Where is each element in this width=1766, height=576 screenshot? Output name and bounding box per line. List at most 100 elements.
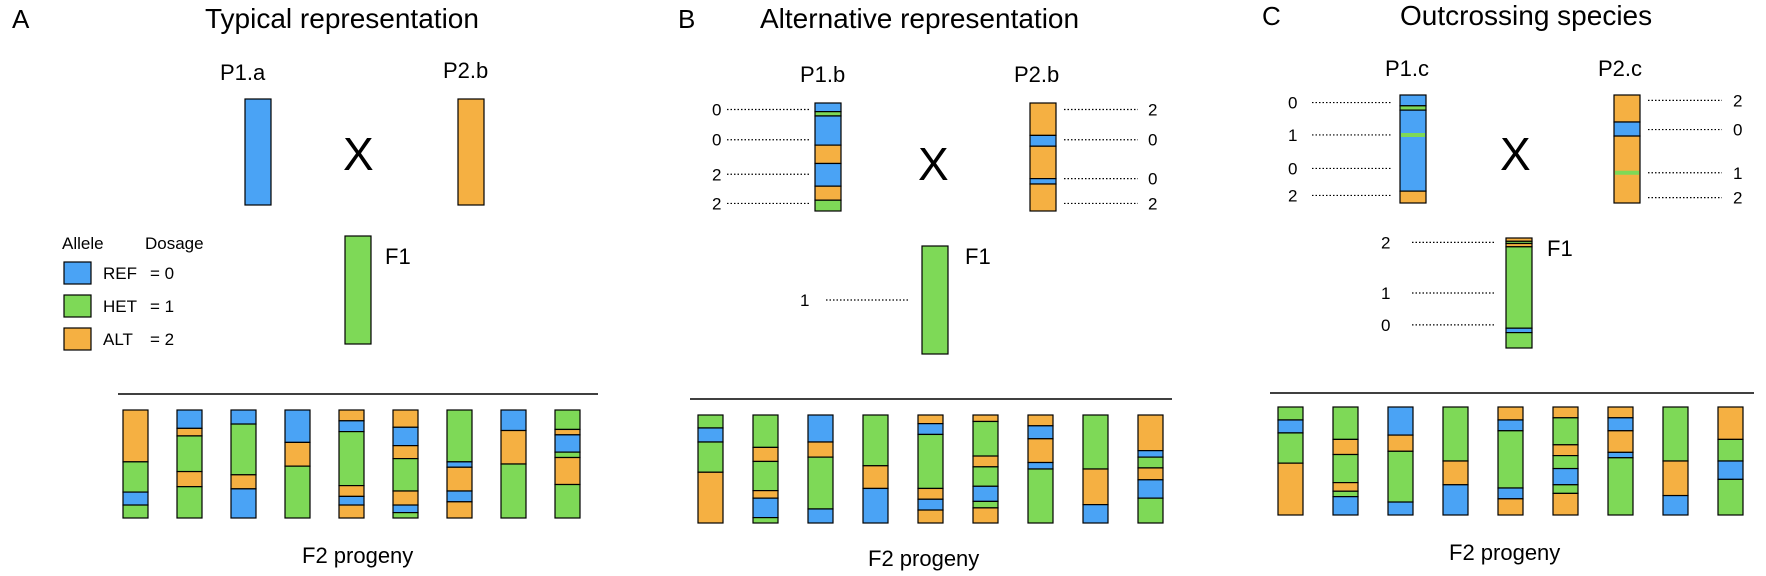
f2-chromosome-5-segment-alt xyxy=(1497,406,1524,421)
panel-b-f2-chromosome-9 xyxy=(1137,414,1164,524)
panel-c-parent1-chromosome-segment-ref xyxy=(1399,109,1427,192)
panel-c-f2-chromosome-2 xyxy=(1332,406,1359,516)
legend-alt-swatch xyxy=(63,327,92,351)
f2-chromosome-1-segment-alt xyxy=(697,471,724,524)
f2-chromosome-9-segment-het xyxy=(1137,497,1164,524)
panel-a-f2-chromosome-7 xyxy=(446,409,473,519)
f2-chromosome-7-segment-ref xyxy=(1027,461,1054,470)
f2-chromosome-6-segment-alt xyxy=(392,409,419,428)
f2-chromosome-8-segment-alt xyxy=(1082,468,1109,506)
panel-c-f1-chromosome-segment-het xyxy=(1505,332,1533,349)
f2-chromosome-2-segment-ref xyxy=(752,497,779,519)
f2-chromosome-5-segment-alt xyxy=(338,504,365,519)
panel-c-f2-chromosome-6 xyxy=(1552,406,1579,516)
f2-chromosome-6-segment-alt xyxy=(392,490,419,506)
panel-b-parent2-label: P2.b xyxy=(1014,62,1059,87)
panel-c-parent2-chromosome-dosage-value: 1 xyxy=(1733,164,1742,183)
panel-b-parent2-chromosome-dosage-value: 0 xyxy=(1148,131,1157,150)
f2-chromosome-6-segment-alt xyxy=(1552,444,1579,457)
panel-b-parent2-chromosome-segment-alt xyxy=(1029,102,1057,137)
f2-chromosome-9-segment-het xyxy=(1717,478,1744,516)
panel-c-parent1-chromosome-dosage-value: 2 xyxy=(1288,186,1297,205)
f2-chromosome-6-segment-ref xyxy=(1552,467,1579,486)
f2-chromosome-2-segment-het xyxy=(176,486,203,519)
f2-chromosome-7-segment-ref xyxy=(446,461,473,468)
f2-chromosome-1-segment-het xyxy=(122,504,149,519)
f2-chromosome-5-segment-alt xyxy=(917,414,944,425)
legend-het-label: HET xyxy=(103,297,137,316)
f2-chromosome-2-segment-het xyxy=(752,414,779,449)
panel-b-f2-chromosome-5 xyxy=(917,414,944,524)
panel-b-f2-chromosome-3 xyxy=(807,414,834,524)
f2-chromosome-5-segment-het xyxy=(917,433,944,490)
allele-legend: Allele Dosage REF = 0 HET = 1 ALT = 2 xyxy=(62,234,204,351)
panel-b-f2-chromosome-6 xyxy=(972,414,999,524)
panel-c-cross-symbol: X xyxy=(1500,128,1531,180)
f2-chromosome-1-segment-het xyxy=(1277,406,1304,421)
panel-b-f2-chromosome-4 xyxy=(862,414,889,524)
legend-het-dosage: = 1 xyxy=(150,297,174,316)
f2-chromosome-2-segment-het xyxy=(752,516,779,524)
f2-chromosome-2-segment-het xyxy=(1332,453,1359,484)
panel-b-parent2-chromosome-segment-ref xyxy=(1029,134,1057,147)
panel-b-parent1-chromosome-segment-het xyxy=(814,199,842,212)
panel-c-f1-chromosome: 2 1 0 xyxy=(1381,233,1533,349)
panel-c-f1-chromosome-segment-ref xyxy=(1505,327,1533,334)
f2-chromosome-3-segment-ref xyxy=(807,508,834,524)
panel-c-parent2-chromosome-dosage-value: 2 xyxy=(1733,91,1742,110)
panel-a-f1-label: F1 xyxy=(385,244,411,269)
panel-c-f2-chromosome-9 xyxy=(1717,406,1744,516)
f2-chromosome-4-segment-het xyxy=(862,414,889,467)
legend-ref-dosage: = 0 xyxy=(150,264,174,283)
f2-chromosome-3-segment-alt xyxy=(807,441,834,458)
panel-c-f2-chromosome-3 xyxy=(1387,406,1414,516)
panel-c-parent2-label: P2.c xyxy=(1598,56,1642,81)
legend-dosage-header: Dosage xyxy=(145,234,204,253)
legend-ref-swatch xyxy=(63,261,92,285)
panel-b-f2-chromosome-8 xyxy=(1082,414,1109,524)
f2-chromosome-6-segment-het xyxy=(972,420,999,457)
f2-chromosome-9-segment-alt xyxy=(1137,467,1164,481)
f2-chromosome-8-segment-alt xyxy=(500,429,527,465)
f2-chromosome-6-segment-het xyxy=(1552,455,1579,470)
panel-a-title: Typical representation xyxy=(205,3,479,34)
panel-b-f2-chromosome-7 xyxy=(1027,414,1054,524)
panel-b-f1-label: F1 xyxy=(965,244,991,269)
f2-chromosome-6-segment-alt xyxy=(972,507,999,524)
f2-chromosome-3-segment-het xyxy=(1387,450,1414,503)
panel-a-f2-chromosome-4 xyxy=(284,409,311,519)
panel-c-parent2-chromosome-dosage-value: 0 xyxy=(1733,121,1742,140)
f2-chromosome-9-segment-ref xyxy=(1717,460,1744,480)
f2-chromosome-3-segment-ref xyxy=(230,409,257,425)
f2-chromosome-4-segment-het xyxy=(284,465,311,519)
f2-chromosome-4-segment-het xyxy=(1442,406,1469,462)
panel-b-title: Alternative representation xyxy=(760,3,1079,34)
f2-chromosome-2-segment-alt xyxy=(176,427,203,437)
f2-chromosome-4-segment-alt xyxy=(1442,460,1469,486)
f2-chromosome-9-segment-het xyxy=(1717,438,1744,462)
f2-chromosome-1-segment-het xyxy=(697,414,724,429)
panel-c-f1-chromosome-dosage-value: 1 xyxy=(1381,284,1390,303)
f2-chromosome-9-segment-het xyxy=(1137,456,1164,469)
f2-chromosome-8-segment-alt xyxy=(1662,460,1689,497)
f2-chromosome-5-segment-ref xyxy=(338,495,365,506)
f2-chromosome-5-segment-alt xyxy=(338,409,365,422)
legend-alt-dosage: = 2 xyxy=(150,330,174,349)
panel-c-f1-chromosome-dosage-value: 2 xyxy=(1381,233,1390,252)
panel-c-f2-chromosome-1 xyxy=(1277,406,1304,516)
f2-chromosome-1-segment-ref xyxy=(697,427,724,443)
f2-chromosome-5-segment-ref xyxy=(1497,487,1524,500)
panel-c-letter: C xyxy=(1262,1,1281,31)
f2-chromosome-8-segment-het xyxy=(1662,406,1689,462)
f2-chromosome-7-segment-het xyxy=(446,409,473,463)
panel-c-title: Outcrossing species xyxy=(1400,0,1652,31)
f2-chromosome-7-segment-ref xyxy=(446,490,473,503)
f2-chromosome-3-segment-het xyxy=(230,423,257,476)
panel-a-f1-chromosome-segment-het xyxy=(344,235,372,345)
panel-b-parent1-chromosome-segment-ref xyxy=(814,162,842,187)
f2-chromosome-7-segment-alt xyxy=(446,466,473,492)
f2-chromosome-9-segment-alt xyxy=(1717,406,1744,441)
f2-chromosome-1-segment-ref xyxy=(122,491,149,506)
